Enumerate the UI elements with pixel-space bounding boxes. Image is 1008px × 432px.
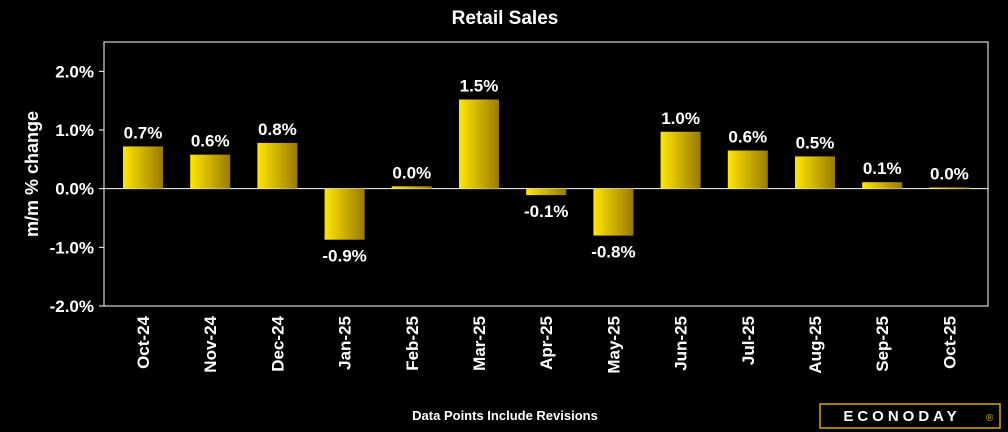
data-label: 0.1%: [863, 159, 902, 178]
x-tick-label: Oct-25: [940, 316, 959, 369]
logo-registered-mark: ®: [986, 413, 994, 424]
bar-oct-24: [123, 146, 163, 189]
chart-title: Retail Sales: [452, 8, 559, 29]
logo-box: [819, 403, 1001, 429]
x-tick-label: Mar-25: [470, 316, 489, 371]
data-label: 0.6%: [191, 132, 230, 151]
data-label: 0.5%: [796, 133, 835, 152]
data-label: -0.1%: [524, 202, 568, 221]
bar-apr-25: [526, 188, 567, 196]
x-tick-label: Feb-25: [403, 316, 422, 371]
bar-feb-25: [391, 186, 432, 189]
logo-text: ECONODAY: [843, 408, 960, 425]
bar-series: [123, 99, 970, 240]
data-label: -0.9%: [322, 247, 366, 266]
bar-may-25: [593, 188, 634, 236]
x-tick-label: Jun-25: [672, 316, 691, 371]
bar-oct-25: [929, 187, 970, 189]
y-tick-label: 2.0%: [55, 62, 94, 81]
y-tick-label: -2.0%: [50, 297, 94, 316]
data-label: 0.8%: [258, 120, 297, 139]
bar-aug-25: [795, 156, 835, 189]
plot-area: [103, 41, 989, 307]
y-tick-label: -1.0%: [50, 238, 94, 257]
bar-nov-24: [190, 154, 231, 189]
bar-jun-25: [660, 131, 701, 189]
footnote: Data Points Include Revisions: [412, 408, 598, 423]
data-label: 0.0%: [392, 163, 431, 182]
x-tick-label: Jan-25: [336, 316, 355, 370]
x-tick-label: Jul-25: [739, 316, 758, 365]
bar-jan-25: [324, 188, 365, 240]
data-label: 0.7%: [124, 123, 163, 142]
x-tick-label: Nov-24: [201, 315, 220, 372]
bar-dec-24: [257, 142, 298, 189]
y-tick-label: 1.0%: [55, 121, 94, 140]
y-axis-ticks: -2.0% -1.0% 0.0% 1.0% 2.0%: [50, 62, 104, 316]
data-label: 0.6%: [728, 128, 767, 147]
data-label: 0.0%: [930, 164, 969, 183]
x-tick-label: Dec-24: [268, 315, 287, 371]
x-tick-label: Sep-25: [873, 316, 892, 372]
x-tick-label: Oct-24: [134, 315, 153, 368]
x-tick-label: May-25: [604, 316, 623, 374]
bar-mar-25: [459, 99, 499, 189]
data-label: -0.8%: [591, 243, 635, 262]
y-axis-label: m/m % change: [22, 111, 42, 237]
x-tick-label: Aug-25: [806, 316, 825, 374]
y-tick-label: 0.0%: [55, 180, 94, 199]
data-label: 1.5%: [460, 76, 499, 95]
data-label: 1.0%: [661, 109, 700, 128]
x-tick-label: Apr-25: [537, 316, 556, 370]
data-labels: 0.7% 0.6% 0.8% -0.9% 0.0% 1.5% -0.1% -0.8% 1.0% 0…: [124, 76, 969, 265]
econoday-logo: ECONODAY ®: [819, 403, 1001, 429]
bar-jul-25: [727, 150, 768, 189]
x-axis-ticks: Oct-24 Nov-24 Dec-24 Jan-25 Feb-25 Mar-25 Apr-…: [134, 315, 959, 373]
bar-sep-25: [862, 182, 903, 189]
